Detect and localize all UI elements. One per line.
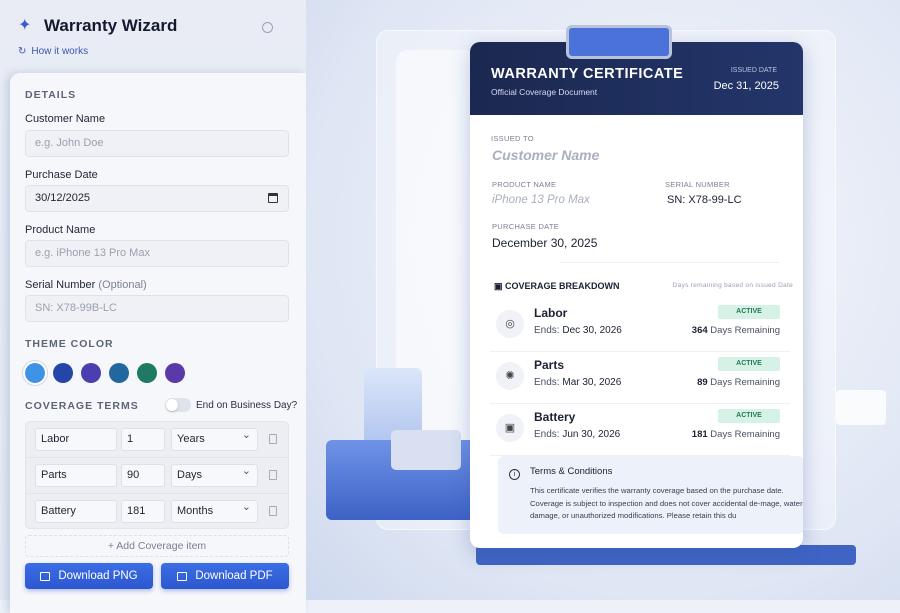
serial-label: SERIAL NUMBER — [665, 180, 730, 189]
purchase-date-input[interactable]: 30/12/2025 — [25, 185, 289, 212]
shield-icon: ◎ — [496, 310, 524, 338]
issued-date-label: ISSUED DATE — [730, 67, 777, 74]
product-name: iPhone 13 Pro Max — [492, 194, 590, 206]
serial-number: SN: X78-99-LC — [667, 194, 742, 206]
term-row: Battery 181 Months — [26, 494, 288, 530]
days-remaining: 364 Days Remaining — [691, 325, 780, 336]
term-name-input[interactable]: Parts — [35, 464, 117, 487]
coverage-name: Battery — [534, 410, 576, 424]
term-qty-input[interactable]: 181 — [121, 500, 165, 523]
help-icon: ↻ — [18, 46, 27, 57]
coverage-end: Ends: Jun 30, 2026 — [534, 429, 621, 440]
product-name-input[interactable]: e.g. iPhone 13 Pro Max — [25, 240, 289, 267]
status-badge: ACTIVE — [718, 305, 780, 319]
file-icon — [177, 571, 188, 581]
brand: ✦ Warranty Wizard — [18, 16, 177, 36]
clipboard-clip — [566, 25, 672, 59]
purchase-label: PURCHASE DATE — [492, 222, 560, 231]
purchase-date: December 30, 2025 — [492, 236, 598, 250]
terms-box: i Terms & Conditions This certificate ve… — [498, 456, 803, 534]
magic-wand-icon: ✦ — [18, 17, 32, 34]
term-unit-select[interactable]: Years — [171, 425, 258, 451]
term-row: Parts 90 Days — [26, 458, 288, 494]
download-pdf-button[interactable]: Download PDF — [161, 563, 289, 589]
trash-icon[interactable] — [269, 506, 277, 516]
battery-icon: ▣ — [496, 414, 524, 442]
customer-name: Customer Name — [492, 147, 600, 163]
card-decoration — [836, 390, 886, 425]
form-card: DETAILS Customer Name e.g. John Doe Purc… — [10, 73, 306, 613]
serial-number-input[interactable]: SN: X78-99B-LC — [25, 295, 289, 322]
term-row: Labor 1 Years — [26, 422, 288, 458]
coverage-item: ✺ Parts Ends: Mar 30, 2026 ACTIVE 89 Day… — [490, 352, 790, 404]
theme-heading: THEME COLOR — [25, 338, 114, 350]
theme-color-swatch[interactable] — [165, 363, 185, 383]
coverage-end: Ends: Mar 30, 2026 — [534, 377, 622, 388]
details-heading: DETAILS — [25, 89, 77, 101]
term-unit-select[interactable]: Days — [171, 461, 258, 487]
status-badge: ACTIVE — [718, 409, 780, 423]
business-day-toggle[interactable] — [165, 398, 191, 412]
term-unit-select[interactable]: Months — [171, 497, 258, 523]
add-coverage-button[interactable]: + Add Coverage item — [25, 535, 289, 557]
how-it-works-link[interactable]: ↻ How it works — [18, 46, 89, 57]
terms-text: This certificate verifies the warranty c… — [530, 486, 803, 520]
gear-icon: ✺ — [496, 362, 524, 390]
download-png-button[interactable]: Download PNG — [25, 563, 153, 589]
issued-date: Dec 31, 2025 — [713, 80, 779, 92]
collapse-icon[interactable] — [262, 22, 273, 33]
app-title: Warranty Wizard — [44, 16, 178, 35]
calculator-decoration — [391, 430, 461, 470]
customer-label: Customer Name — [25, 113, 106, 125]
coverage-name: Parts — [534, 358, 565, 372]
breakdown-note: Days remaining based on issued Date — [672, 282, 793, 289]
days-remaining: 181 Days Remaining — [691, 429, 780, 440]
theme-swatches — [23, 361, 185, 385]
sidebar: ✦ Warranty Wizard ↻ How it works DETAILS … — [0, 0, 306, 613]
coverage-heading: COVERAGE TERMS — [25, 400, 139, 412]
date-label: Purchase Date — [25, 169, 98, 181]
issued-to-label: ISSUED TO — [491, 134, 534, 143]
status-badge: ACTIVE — [718, 357, 780, 371]
product-label: PRODUCT NAME — [492, 180, 557, 189]
info-icon: i — [509, 469, 520, 480]
days-remaining: 89 Days Remaining — [697, 377, 780, 388]
coverage-item: ◎ Labor Ends: Dec 30, 2026 ACTIVE 364 Da… — [490, 300, 790, 352]
coverage-name: Labor — [534, 306, 568, 320]
warranty-certificate: WARRANTY CERTIFICATE Official Coverage D… — [470, 42, 803, 548]
terms-title: Terms & Conditions — [530, 466, 613, 477]
calendar-icon[interactable] — [268, 193, 278, 203]
term-qty-input[interactable]: 1 — [121, 428, 165, 451]
product-label: Product Name — [25, 224, 96, 236]
customer-name-input[interactable]: e.g. John Doe — [25, 130, 289, 157]
term-name-input[interactable]: Labor — [35, 428, 117, 451]
theme-color-swatch[interactable] — [23, 361, 47, 385]
theme-color-swatch[interactable] — [109, 363, 129, 383]
clipboard-base — [476, 545, 856, 565]
certificate-title: WARRANTY CERTIFICATE — [491, 66, 684, 82]
term-name-input[interactable]: Battery — [35, 500, 117, 523]
certificate-subtitle: Official Coverage Document — [491, 87, 598, 97]
trash-icon[interactable] — [269, 434, 277, 444]
trash-icon[interactable] — [269, 470, 277, 480]
theme-color-swatch[interactable] — [81, 363, 101, 383]
theme-color-swatch[interactable] — [53, 363, 73, 383]
coverage-item: ▣ Battery Ends: Jun 30, 2026 ACTIVE 181 … — [490, 404, 790, 456]
serial-label: Serial Number (Optional) — [25, 279, 147, 291]
business-day-label: End on Business Day? — [196, 400, 298, 411]
divider — [560, 262, 780, 263]
theme-color-swatch[interactable] — [137, 363, 157, 383]
coverage-end: Ends: Dec 30, 2026 — [534, 325, 622, 336]
image-icon — [40, 571, 51, 581]
coverage-breakdown-heading: ▣ COVERAGE BREAKDOWN — [494, 281, 620, 291]
term-qty-input[interactable]: 90 — [121, 464, 165, 487]
clipboard-icon: ▣ — [494, 281, 506, 291]
